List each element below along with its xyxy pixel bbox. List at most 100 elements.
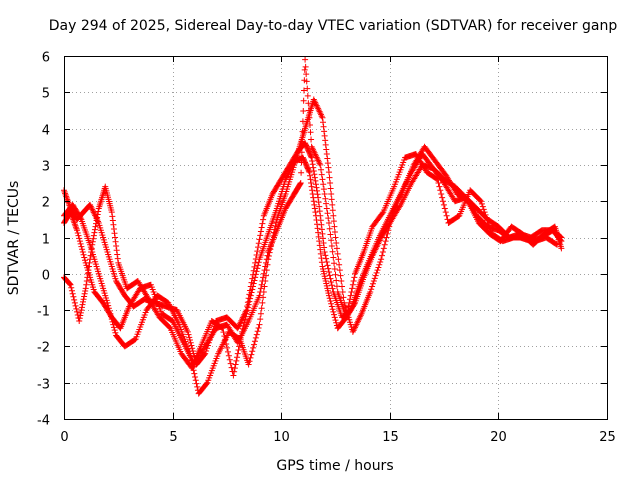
data-point bbox=[318, 259, 325, 266]
data-point bbox=[310, 198, 317, 205]
data-point bbox=[235, 347, 242, 354]
data-point bbox=[78, 304, 85, 311]
data-point bbox=[193, 380, 200, 387]
data-point bbox=[248, 351, 255, 358]
data-point bbox=[304, 92, 311, 99]
data-point bbox=[312, 212, 319, 219]
data-point bbox=[233, 357, 240, 364]
data-point bbox=[187, 339, 194, 346]
data-point bbox=[480, 206, 487, 213]
data-point bbox=[321, 128, 328, 135]
data-point bbox=[329, 306, 336, 313]
data-point bbox=[313, 216, 320, 223]
data-point bbox=[74, 311, 81, 318]
data-point bbox=[308, 180, 315, 187]
data-point bbox=[308, 183, 315, 190]
data-point bbox=[336, 261, 343, 268]
data-point bbox=[327, 298, 334, 305]
data-point bbox=[327, 180, 334, 187]
data-point bbox=[255, 244, 262, 251]
data-point bbox=[307, 129, 314, 136]
data-point bbox=[76, 238, 83, 245]
data-point bbox=[325, 215, 332, 222]
data-point bbox=[326, 174, 333, 181]
data-point bbox=[308, 154, 315, 161]
data-point bbox=[553, 241, 560, 248]
data-point bbox=[255, 259, 262, 266]
data-point bbox=[324, 262, 331, 269]
data-point bbox=[318, 221, 325, 228]
data-point bbox=[437, 187, 444, 194]
data-point bbox=[68, 284, 75, 291]
data-point bbox=[554, 241, 561, 248]
data-point bbox=[231, 365, 238, 372]
data-point bbox=[81, 293, 88, 300]
data-point bbox=[192, 377, 199, 384]
data-point bbox=[81, 257, 88, 264]
data-point bbox=[89, 241, 96, 248]
data-point bbox=[222, 337, 229, 344]
data-point bbox=[337, 272, 344, 279]
data-point bbox=[349, 281, 356, 288]
data-point bbox=[306, 169, 313, 176]
data-point bbox=[349, 285, 356, 292]
y-axis-label: SDTVAR / TECUs bbox=[6, 181, 22, 296]
data-point bbox=[299, 138, 306, 145]
series-track-1 bbox=[61, 140, 565, 368]
data-point bbox=[328, 190, 335, 197]
data-point bbox=[83, 278, 90, 285]
data-point bbox=[109, 217, 116, 224]
data-point bbox=[441, 205, 448, 212]
data-point bbox=[328, 300, 335, 307]
data-point bbox=[298, 149, 305, 156]
data-point bbox=[351, 274, 358, 281]
data-point bbox=[299, 128, 306, 135]
data-point bbox=[306, 172, 313, 179]
data-point bbox=[82, 285, 89, 292]
data-point bbox=[249, 348, 256, 355]
data-point bbox=[346, 296, 353, 303]
data-point bbox=[350, 278, 357, 285]
data-point bbox=[93, 217, 100, 224]
data-point bbox=[436, 183, 443, 190]
data-point bbox=[478, 198, 485, 205]
data-point bbox=[166, 324, 173, 331]
data-point bbox=[313, 184, 320, 191]
data-point bbox=[443, 212, 450, 219]
data-point bbox=[301, 87, 308, 94]
data-point bbox=[112, 234, 119, 241]
data-point bbox=[347, 292, 354, 299]
data-point bbox=[80, 298, 87, 305]
data-point bbox=[333, 239, 340, 246]
data-point bbox=[297, 180, 304, 187]
data-point bbox=[303, 78, 310, 85]
data-point bbox=[68, 287, 75, 294]
data-point bbox=[333, 245, 340, 252]
data-point bbox=[224, 348, 231, 355]
y-axis-tick-labels: -4 -3 -2 -1 0 1 2 3 4 5 6 bbox=[37, 51, 50, 429]
data-point bbox=[483, 214, 490, 221]
data-point bbox=[94, 211, 101, 218]
data-point bbox=[332, 317, 339, 324]
data-point bbox=[321, 244, 328, 251]
data-point bbox=[327, 185, 334, 192]
data-point bbox=[253, 268, 260, 275]
data-point bbox=[323, 200, 330, 207]
data-point bbox=[325, 292, 332, 299]
data-point bbox=[186, 334, 193, 341]
data-point bbox=[306, 121, 313, 128]
y-tick-label: 5 bbox=[42, 87, 50, 102]
data-point bbox=[78, 307, 85, 314]
data-point bbox=[330, 218, 337, 225]
data-point bbox=[380, 245, 387, 252]
data-point bbox=[113, 247, 120, 254]
data-point bbox=[340, 294, 347, 301]
data-point bbox=[309, 157, 316, 164]
data-point bbox=[111, 230, 118, 237]
data-point bbox=[80, 296, 87, 303]
data-point bbox=[255, 240, 262, 247]
data-point bbox=[83, 281, 90, 288]
data-point bbox=[306, 114, 313, 121]
data-point bbox=[110, 324, 117, 331]
data-point bbox=[381, 241, 388, 248]
